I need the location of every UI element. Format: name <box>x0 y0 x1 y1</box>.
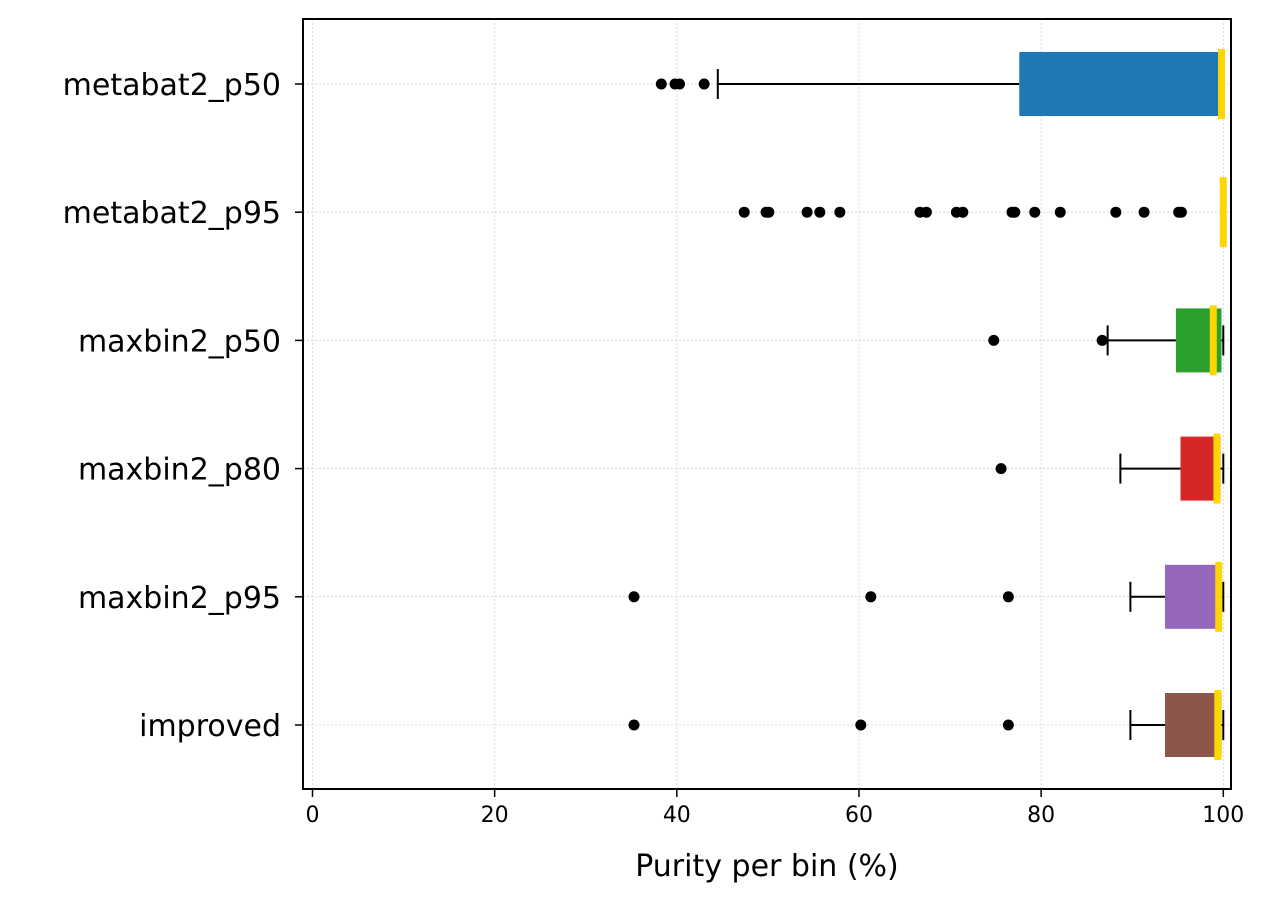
outlier-point <box>855 719 867 731</box>
outlier-point <box>988 334 1000 346</box>
boxes <box>628 49 1227 760</box>
median-line <box>1213 433 1221 504</box>
outlier-point <box>763 206 775 218</box>
outlier-point <box>814 206 826 218</box>
outlier-point <box>957 206 969 218</box>
box-maxbin2_p50 <box>988 305 1225 376</box>
outlier-point <box>655 78 667 90</box>
box-metabat2_p95 <box>738 177 1227 248</box>
x-axis-title: Purity per bin (%) <box>635 849 899 884</box>
outlier-point <box>628 719 640 731</box>
x-tick-label: 100 <box>1202 803 1244 828</box>
y-tick-label: maxbin2_p50 <box>78 324 281 359</box>
median-line <box>1219 177 1227 248</box>
outlier-point <box>834 206 846 218</box>
outlier-point <box>920 206 932 218</box>
plot-frame <box>302 18 1232 790</box>
outlier-point <box>1175 206 1187 218</box>
median-line <box>1214 690 1222 760</box>
outlier-point <box>801 206 813 218</box>
y-axis: metabat2_p50 metabat2_p95 maxbin2_p50maxbi… <box>63 68 303 744</box>
y-tick-label: metabat2_p50 <box>63 68 281 103</box>
outlier-point <box>1009 206 1021 218</box>
median-line <box>1209 305 1217 376</box>
y-tick-label: maxbin2_p80 <box>78 453 281 488</box>
outlier-point <box>698 78 710 90</box>
iqr-box <box>1165 564 1222 629</box>
outlier-point <box>674 78 686 90</box>
outlier-point <box>1054 206 1066 218</box>
box-maxbin2_p95 <box>628 561 1225 632</box>
outlier-point <box>865 591 877 603</box>
outlier-point <box>628 591 640 603</box>
y-tick-label: maxbin2_p95 <box>78 581 281 616</box>
x-tick-label: 80 <box>1027 803 1055 828</box>
outlier-point <box>1002 719 1014 731</box>
outlier-point <box>1110 206 1122 218</box>
outlier-point <box>1096 334 1108 346</box>
outlier-point <box>995 463 1007 475</box>
outlier-point <box>1029 206 1041 218</box>
outlier-point <box>1138 206 1150 218</box>
x-tick-label: 20 <box>481 803 509 828</box>
median-line <box>1217 49 1225 119</box>
x-tick-label: 60 <box>845 803 873 828</box>
iqr-box <box>1165 693 1222 757</box>
y-tick-label: metabat2_p95 <box>63 196 281 231</box>
x-tick-label: 40 <box>663 803 691 828</box>
box-maxbin2_p80 <box>995 433 1225 504</box>
grid-lines <box>303 19 1231 789</box>
outlier-point <box>738 206 750 218</box>
outlier-point <box>1002 591 1014 603</box>
y-tick-label: improved <box>139 709 281 744</box>
box-improved <box>628 690 1225 760</box>
x-tick-label: 0 <box>306 803 320 828</box>
iqr-box <box>1019 52 1224 116</box>
median-line <box>1215 561 1223 632</box>
x-axis: 0 20 40 60 80 100 <box>306 789 1244 828</box>
box-metabat2_p50 <box>655 49 1225 119</box>
